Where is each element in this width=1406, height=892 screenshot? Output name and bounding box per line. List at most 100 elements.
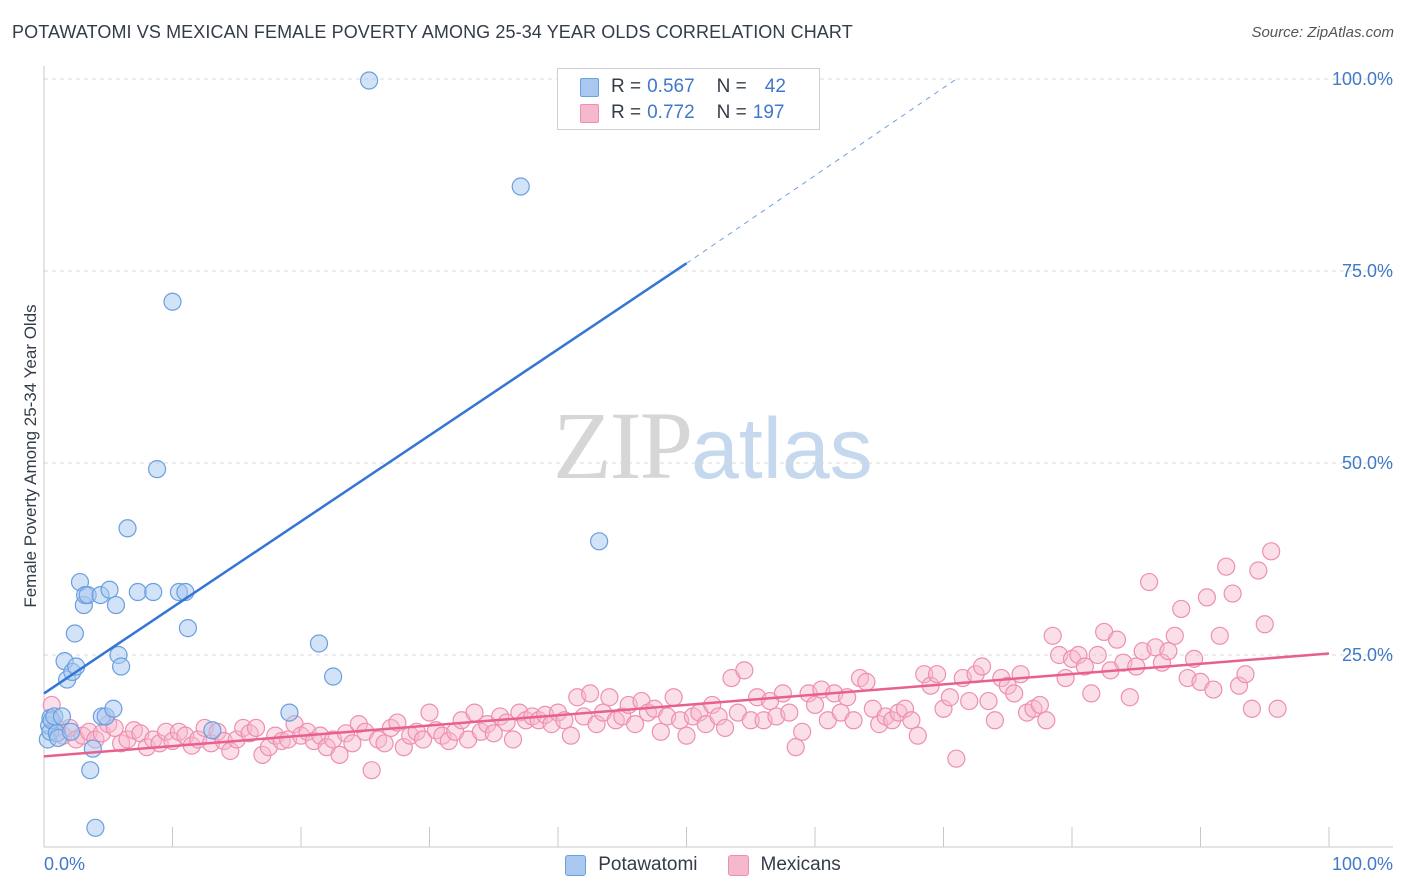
data-point-mexicans (362, 761, 381, 780)
legend-row-mexicans: R = 0.772 N = 197 (580, 100, 784, 126)
data-point-mexicans (895, 699, 915, 718)
data-point-mexicans (413, 730, 433, 749)
data-point-mexicans (1011, 665, 1030, 684)
data-point-mexicans (972, 657, 992, 676)
data-point-mexicans (1107, 630, 1127, 649)
y-tick-label: 100.0% (1332, 69, 1393, 89)
data-point-potawatomi (106, 595, 126, 615)
data-point-potawatomi (309, 634, 329, 653)
legend-swatch-potawatomi (580, 77, 599, 97)
data-point-potawatomi (118, 519, 137, 538)
data-point-potawatomi (511, 177, 530, 196)
data-point-potawatomi (81, 761, 100, 780)
data-point-mexicans (741, 711, 760, 730)
x-tick-label: 100.0% (1332, 854, 1393, 874)
chart-title: POTAWATOMI VS MEXICAN FEMALE POVERTY AMO… (12, 22, 853, 42)
data-point-mexicans (786, 738, 805, 757)
data-point-mexicans (1229, 676, 1249, 695)
y-tick-label: 75.0% (1342, 261, 1393, 281)
data-point-potawatomi (203, 721, 222, 740)
data-point-mexicans (793, 722, 812, 741)
legend-n-label: N = (716, 102, 747, 123)
legend-swatch-mexicans (580, 103, 599, 123)
data-point-mexicans (1223, 584, 1242, 603)
data-point-mexicans (330, 745, 349, 764)
data-point-potawatomi (144, 582, 163, 602)
data-point-mexicans (915, 665, 934, 684)
data-point-potawatomi (104, 699, 123, 718)
data-point-mexicans (1082, 684, 1101, 703)
data-point-mexicans (587, 715, 606, 734)
legend-r-value: 0.772 (647, 102, 695, 123)
data-point-potawatomi (163, 292, 182, 311)
data-point-mexicans (960, 691, 979, 711)
data-point-mexicans (1217, 557, 1236, 576)
data-point-mexicans (625, 715, 645, 734)
data-point-mexicans (934, 699, 953, 718)
data-point-mexicans (715, 718, 735, 738)
data-point-mexicans (677, 726, 696, 745)
data-point-potawatomi (324, 667, 343, 686)
legend-n-value: 42 (764, 76, 786, 97)
data-point-potawatomi (280, 703, 299, 722)
data-point-mexicans (1005, 684, 1024, 703)
data-point-mexicans (1172, 599, 1191, 619)
data-point-mexicans (1030, 695, 1049, 715)
x-tick-label: 0.0% (44, 854, 85, 874)
data-point-mexicans (844, 711, 863, 730)
data-point-mexicans (1127, 657, 1146, 676)
data-point-mexicans (484, 724, 503, 743)
stats-legend: R = 0.567 N = 42 R = 0.772 N = 197 (557, 68, 820, 130)
data-point-mexicans (979, 691, 998, 711)
data-point-potawatomi (61, 722, 81, 741)
data-point-mexicans (343, 734, 362, 753)
data-point-mexicans (1210, 626, 1229, 645)
data-point-mexicans (1204, 680, 1223, 699)
data-point-mexicans (1159, 642, 1178, 661)
data-point-mexicans (600, 688, 619, 707)
data-point-potawatomi (147, 460, 167, 479)
data-point-mexicans (908, 726, 927, 745)
data-point-potawatomi (178, 619, 198, 638)
data-point-mexicans (1075, 657, 1094, 676)
series-legend-mexicans: Mexicans (727, 854, 841, 876)
data-point-mexicans (780, 703, 799, 722)
data-point-mexicans (1268, 699, 1287, 718)
legend-n-label: N = (716, 76, 747, 97)
data-point-mexicans (857, 672, 876, 691)
legend-r-value: 0.567 (647, 76, 695, 97)
data-point-mexicans (1056, 668, 1075, 688)
legend-n-value: 197 (752, 102, 785, 123)
data-point-potawatomi (590, 532, 609, 551)
data-point-mexicans (375, 734, 394, 753)
legend-row-potawatomi: R = 0.567 N = 42 (580, 74, 786, 100)
y-tick-label: 25.0% (1342, 645, 1393, 665)
data-point-mexicans (1197, 588, 1217, 607)
data-point-mexicans (902, 711, 921, 730)
data-point-potawatomi (128, 582, 147, 602)
data-point-mexicans (773, 684, 792, 703)
trendline-potawatomi-extension (686, 78, 957, 264)
data-point-potawatomi (52, 707, 72, 726)
data-point-mexicans (246, 718, 266, 738)
source-label: Source: ZipAtlas.com (1251, 24, 1394, 41)
series-swatch-potawatomi (565, 854, 587, 876)
data-point-potawatomi (360, 71, 379, 90)
data-point-mexicans (1043, 626, 1062, 645)
legend-r-label: R = (611, 76, 642, 97)
data-point-mexicans (1262, 542, 1281, 561)
data-point-mexicans (1088, 645, 1107, 665)
data-point-mexicans (940, 688, 960, 707)
data-point-mexicans (439, 731, 458, 751)
trendline-potawatomi (43, 262, 688, 695)
data-point-mexicans (735, 661, 754, 680)
data-point-mexicans (947, 749, 966, 768)
data-point-mexicans (1242, 699, 1262, 718)
trendline-mexicans (43, 652, 1330, 758)
data-point-mexicans (709, 707, 728, 726)
data-point-mexicans (561, 726, 580, 745)
data-point-potawatomi (100, 580, 119, 599)
series-label-potawatomi: Potawatomi (598, 854, 698, 875)
y-axis-title: Female Poverty Among 25-34 Year Olds (21, 304, 40, 607)
